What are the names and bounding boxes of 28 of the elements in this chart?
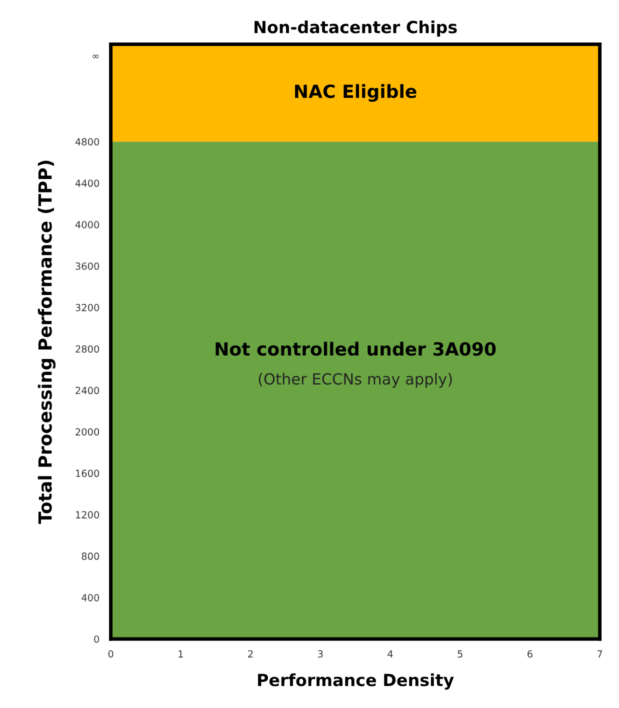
chart-title: Non-datacenter Chips [254,20,457,37]
annotation: Not controlled under 3A090 [216,342,496,356]
y-tick-label: 0 [94,635,100,643]
x-tick-label: 1 [178,650,183,658]
band-label: NAC Eligible [295,84,416,102]
y-tick-label: 4800 [75,138,100,146]
y-tick-label: 400 [82,594,100,602]
y-tick-label: 4400 [75,180,100,187]
y-tick-label: 1200 [76,511,100,518]
y-tick-label: 2000 [76,428,100,436]
y-tick-label: 4000 [75,221,100,228]
x-tick-label: 6 [528,650,532,658]
y-tick-label: 3200 [76,304,100,312]
y-tick-label: 3600 [76,262,100,270]
x-tick-label: 0 [108,650,114,658]
x-tick-label: 4 [388,650,393,658]
y-tick-label: ∞ [92,54,99,58]
y-tick-label: 2800 [76,345,100,353]
x-axis-title: Performance Density [258,673,454,690]
y-tick-label: 1600 [76,470,100,478]
y-axis-title: Total Processing Performance (TPP) [38,160,56,524]
x-tick-label: 5 [458,650,462,658]
annotation: (Other ECCNs may apply) [258,372,452,388]
x-tick-label: 7 [598,650,602,658]
y-tick-label: 800 [82,552,100,560]
x-tick-label: 3 [318,650,323,658]
x-tick-label: 2 [248,650,253,658]
y-tick-label: 2400 [76,386,100,394]
